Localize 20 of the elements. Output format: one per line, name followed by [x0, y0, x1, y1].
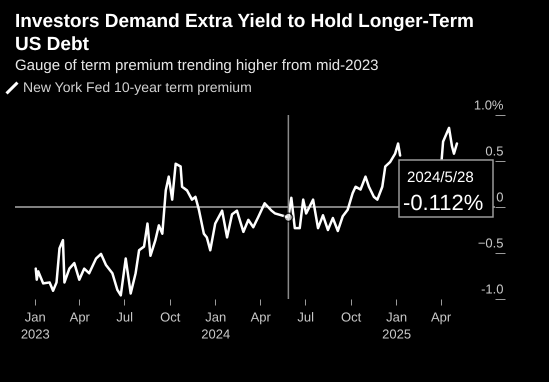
x-tick-label: Jul [297, 310, 314, 324]
y-tick-label: 0 [496, 190, 504, 204]
y-tick-label: 0.5 [485, 144, 504, 158]
chart-subtitle: Gauge of term premium trending higher from mid-2023 [15, 57, 379, 74]
x-tick-label: Apr [250, 310, 272, 324]
chart-title: Investors Demand Extra Yield to Hold Longer-Term US Debt [15, 11, 474, 55]
x-tick-label: Oct [160, 310, 181, 324]
x-tick-label: Jul [116, 310, 134, 324]
x-tick-label: Jan 2023 [20, 310, 50, 342]
x-tick-label: Oct [341, 310, 362, 324]
y-tick-label: -1.0 [481, 282, 504, 296]
y-tick-label: −0.5 [478, 236, 504, 250]
x-tick-label: Apr [70, 310, 91, 324]
x-tick-label: Jan 2025 [382, 310, 412, 342]
x-tick-label: Apr [431, 310, 452, 324]
annotation: -0.112% [403, 190, 484, 215]
y-tick-label: 1.0% [474, 98, 504, 112]
legend-label: New York Fed 10-year term premium [23, 79, 252, 95]
annotation: 2024/5/28 [407, 169, 474, 186]
x-tick-label: Jan 2024 [201, 310, 230, 342]
